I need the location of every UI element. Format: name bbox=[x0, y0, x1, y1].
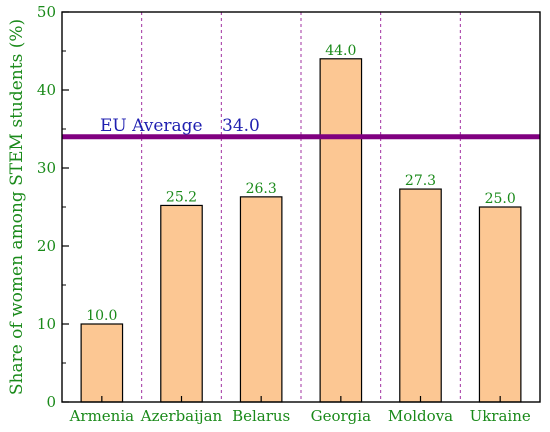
value-label-belarus: 26.3 bbox=[246, 181, 277, 197]
plot-border bbox=[61, 11, 541, 403]
y-tick-label: 30 bbox=[37, 159, 56, 177]
labels: 10.0 Armenia 25.2 Azerbaijan 26.3 Belarus 44.0… bbox=[37, 3, 531, 425]
bar-armenia bbox=[80, 323, 124, 403]
bar-belarus bbox=[239, 196, 283, 403]
plot-frame bbox=[61, 11, 541, 403]
separator-lines bbox=[141, 12, 461, 402]
reference-line-value: 34.0 bbox=[222, 116, 260, 136]
bars bbox=[80, 58, 522, 403]
y-tick-label: 20 bbox=[37, 237, 56, 255]
bar-azerbaijan bbox=[160, 204, 203, 403]
y-axis-title: Share of women among STEM students (%) bbox=[7, 19, 27, 395]
y-tick-label: 40 bbox=[37, 81, 56, 99]
reference-line-label: EU Average bbox=[100, 116, 203, 136]
x-tick-label-armenia: Armenia bbox=[69, 407, 135, 425]
x-tick-label-ukraine: Ukraine bbox=[470, 407, 531, 425]
x-tick-label-moldova: Moldova bbox=[388, 407, 453, 425]
y-tick-label: 10 bbox=[37, 315, 56, 333]
bar-ukraine bbox=[478, 206, 522, 403]
x-tick-label-georgia: Georgia bbox=[311, 407, 371, 425]
bar-moldova bbox=[399, 188, 442, 403]
y-tick-label: 50 bbox=[37, 3, 56, 21]
value-label-ukraine: 25.0 bbox=[485, 191, 516, 207]
bar-georgia bbox=[319, 58, 363, 403]
value-label-georgia: 44.0 bbox=[325, 43, 356, 59]
x-tick-label-azerbaijan: Azerbaijan bbox=[140, 407, 223, 425]
value-label-moldova: 27.3 bbox=[405, 173, 436, 189]
value-label-armenia: 10.0 bbox=[86, 308, 117, 324]
value-label-azerbaijan: 25.2 bbox=[166, 189, 197, 205]
x-tick-label-belarus: Belarus bbox=[232, 407, 290, 425]
y-tick-label: 0 bbox=[46, 393, 56, 411]
